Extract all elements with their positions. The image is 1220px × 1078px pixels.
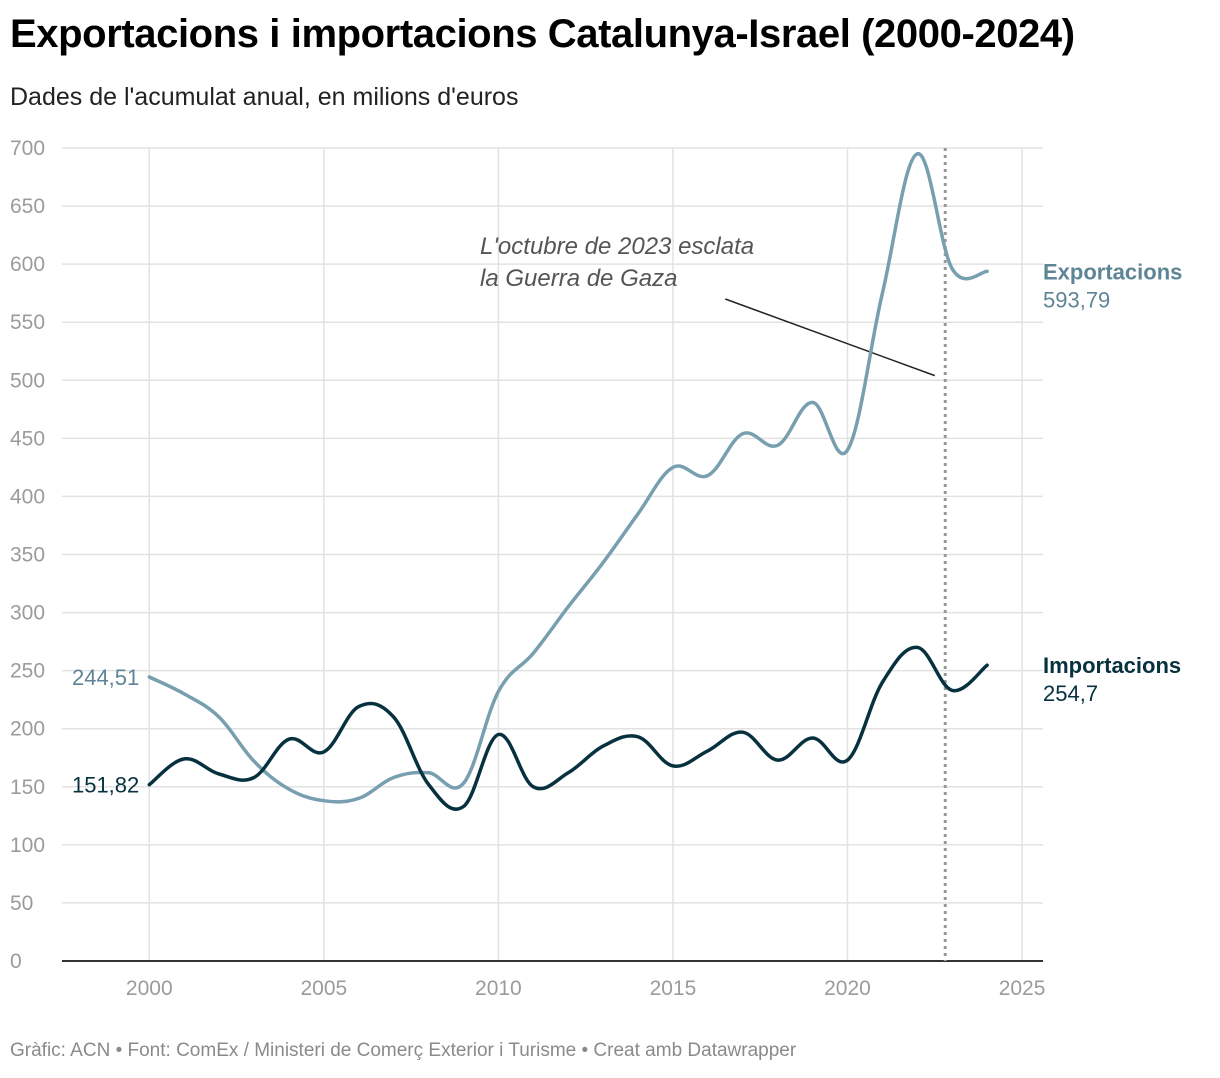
data-point-importacions-2015 xyxy=(671,764,675,768)
data-point-importacions-2019 xyxy=(811,736,815,740)
data-point-importacions-2016 xyxy=(706,749,710,753)
data-point-importacions-2017 xyxy=(741,730,745,734)
line-chart: 0 50 100 150 200 250 300 350 400 450 500 550 600 650 7… xyxy=(10,137,1182,1000)
series-line-exportacions xyxy=(147,152,989,804)
series-name-label-importacions: Importacions xyxy=(1043,653,1181,678)
data-point-exportacions-2024 xyxy=(985,269,989,273)
data-point-importacions-2006 xyxy=(357,705,361,709)
data-point-exportacions-2000 xyxy=(147,675,151,679)
data-point-exportacions-2019 xyxy=(811,400,815,404)
data-point-exportacions-2002 xyxy=(217,715,221,719)
y-tick-label: 700 xyxy=(10,137,45,160)
x-tick-label: 2025 xyxy=(999,977,1046,1000)
y-tick-label: 200 xyxy=(10,718,45,741)
series-name-label-exportacions: Exportacions xyxy=(1043,259,1182,284)
data-point-importacions-2003 xyxy=(252,775,256,779)
data-point-exportacions-2003 xyxy=(252,759,256,763)
y-tick-label: 650 xyxy=(10,195,45,218)
data-point-exportacions-2013 xyxy=(601,561,605,565)
y-tick-label: 100 xyxy=(10,834,45,857)
x-tick-label: 2010 xyxy=(475,977,522,1000)
data-point-exportacions-2022 xyxy=(915,152,919,156)
data-point-importacions-2018 xyxy=(776,758,780,762)
data-point-importacions-2008 xyxy=(427,782,431,786)
data-point-exportacions-2005 xyxy=(322,799,326,803)
data-point-exportacions-2020 xyxy=(845,448,849,452)
data-point-importacions-2010 xyxy=(496,733,500,737)
data-point-importacions-2020 xyxy=(845,758,849,762)
start-value-label-importacions: 151,82 xyxy=(72,773,139,798)
x-tick-label: 2005 xyxy=(300,977,347,1000)
x-tick-label: 2000 xyxy=(126,977,173,1000)
data-point-exportacions-2011 xyxy=(531,651,535,655)
y-tick-label: 250 xyxy=(10,660,45,683)
y-tick-label: 350 xyxy=(10,544,45,567)
data-point-exportacions-2001 xyxy=(182,692,186,696)
data-point-exportacions-2009 xyxy=(461,781,465,785)
data-point-importacions-2012 xyxy=(566,771,570,775)
chart-title: Exportacions i importacions Catalunya-Is… xyxy=(10,12,1075,56)
data-point-exportacions-2015 xyxy=(671,465,675,469)
data-point-importacions-2005 xyxy=(322,750,326,754)
data-point-exportacions-2021 xyxy=(880,291,884,295)
data-point-importacions-2021 xyxy=(880,680,884,684)
data-point-exportacions-2018 xyxy=(776,443,780,447)
data-point-exportacions-2004 xyxy=(287,787,291,791)
data-point-exportacions-2017 xyxy=(741,432,745,436)
data-point-exportacions-2007 xyxy=(392,775,396,779)
start-value-label-exportacions: 244,51 xyxy=(72,665,139,690)
annotation-text-line-2: la Guerra de Gaza xyxy=(480,265,677,292)
data-point-importacions-2024 xyxy=(985,663,989,667)
y-tick-label: 500 xyxy=(10,369,45,392)
data-point-importacions-2011 xyxy=(531,785,535,789)
y-tick-label: 450 xyxy=(10,427,45,450)
y-tick-label: 550 xyxy=(10,311,45,334)
data-point-importacions-2022 xyxy=(915,645,919,649)
data-point-importacions-2009 xyxy=(461,805,465,809)
data-point-exportacions-2008 xyxy=(427,771,431,775)
data-point-exportacions-2014 xyxy=(636,512,640,516)
series-line-importacions xyxy=(147,645,989,811)
end-value-label-exportacions: 593,79 xyxy=(1043,287,1110,312)
y-tick-label: 300 xyxy=(10,602,45,625)
y-tick-label: 600 xyxy=(10,253,45,276)
y-tick-label: 0 xyxy=(10,950,22,973)
data-point-importacions-2002 xyxy=(217,772,221,776)
y-tick-label: 150 xyxy=(10,776,45,799)
data-point-importacions-2023 xyxy=(950,688,954,692)
data-point-importacions-2004 xyxy=(287,737,291,741)
data-point-importacions-2000 xyxy=(147,783,151,787)
annotation-text-line-1: L'octubre de 2023 esclata xyxy=(480,233,754,260)
data-point-exportacions-2023 xyxy=(950,267,954,271)
data-point-importacions-2007 xyxy=(392,715,396,719)
data-point-importacions-2001 xyxy=(182,757,186,761)
x-tick-label: 2015 xyxy=(650,977,697,1000)
y-tick-label: 400 xyxy=(10,485,45,508)
y-tick-label: 50 xyxy=(10,892,33,915)
x-tick-label: 2020 xyxy=(824,977,871,1000)
chart-footer: Gràfic: ACN • Font: ComEx / Ministeri de… xyxy=(10,1040,797,1061)
end-value-label-importacions: 254,7 xyxy=(1043,681,1098,706)
data-point-exportacions-2010 xyxy=(496,690,500,694)
annotation-connector xyxy=(725,298,936,377)
data-point-importacions-2013 xyxy=(601,744,605,748)
data-point-exportacions-2016 xyxy=(706,474,710,478)
data-point-exportacions-2006 xyxy=(357,796,361,800)
chart-subtitle: Dades de l'acumulat anual, en milions d'… xyxy=(10,83,519,111)
data-point-exportacions-2012 xyxy=(566,605,570,609)
data-point-importacions-2014 xyxy=(636,735,640,739)
